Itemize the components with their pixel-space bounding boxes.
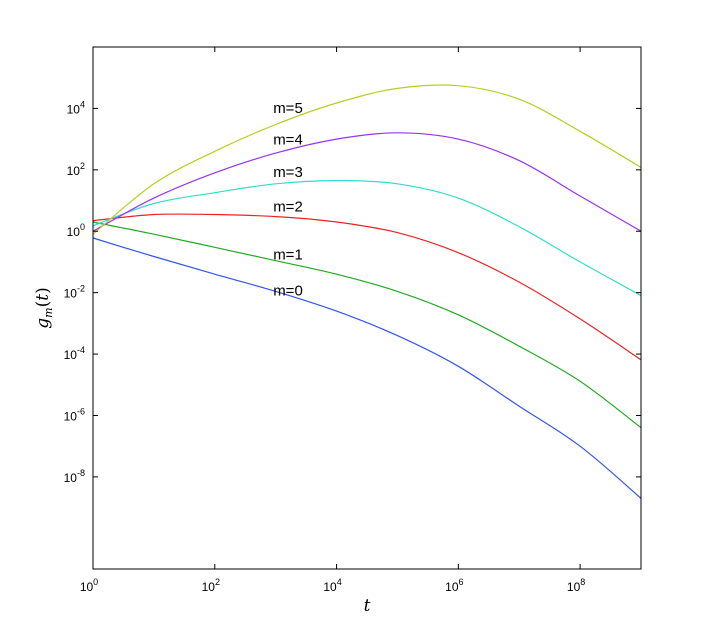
y-tick-label-3: 10-2 [64, 284, 85, 301]
x-tick-label-2: 104 [323, 577, 341, 594]
series-label-m4: m=4 [273, 131, 303, 148]
series-label-m0: m=0 [273, 282, 303, 299]
series-line-m4 [92, 132, 642, 232]
x-tick-label-0: 100 [80, 577, 98, 594]
y-tick-label-0: 10-8 [64, 468, 85, 485]
series-label-m2: m=2 [273, 199, 303, 216]
series-line-m2 [92, 213, 642, 361]
y-tick-label-1: 10-6 [64, 406, 85, 423]
series-line-m0 [92, 237, 642, 499]
series-layer [92, 84, 642, 499]
plot-frame [92, 46, 642, 570]
series-label-layer: m=0 m=1 m=2 m=3 m=4 m=5 [273, 100, 303, 299]
y-tick-label-5: 102 [67, 161, 85, 178]
x-tick-label-4: 108 [567, 577, 585, 594]
y-tick-label-2: 10-4 [64, 345, 85, 362]
series-line-m3 [92, 179, 642, 297]
series-label-m5: m=5 [273, 100, 303, 117]
tick-layer: 100 102 104 106 108 10-8 10-6 10-4 10-2 100 102 104 [64, 47, 641, 594]
x-tick-label-1: 102 [202, 577, 220, 594]
x-tick-label-3: 106 [445, 577, 463, 594]
y-tick-label-4: 100 [67, 222, 85, 239]
x-axis-title: t [364, 596, 371, 616]
series-label-m3: m=3 [273, 164, 303, 181]
series-line-m5 [92, 84, 642, 235]
y-axis-title: gm(t) [33, 287, 55, 328]
series-label-m1: m=1 [273, 246, 303, 263]
series-line-m1 [92, 221, 642, 429]
y-tick-label-6: 104 [67, 99, 85, 116]
